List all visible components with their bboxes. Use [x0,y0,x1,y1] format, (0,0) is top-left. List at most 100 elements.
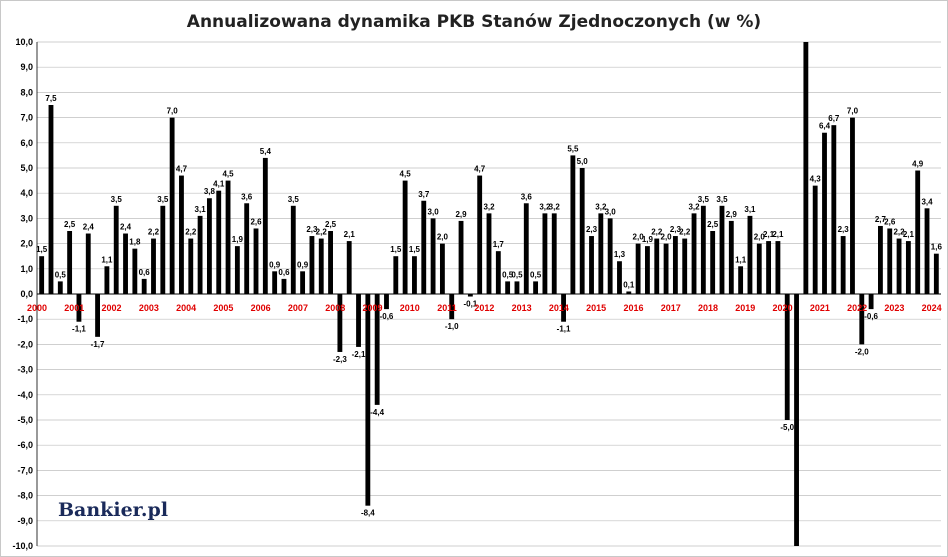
bar [719,205,725,294]
bar [57,281,63,294]
data-label: 4,7 [474,165,486,174]
data-label: 3,6 [521,192,533,201]
data-label: 1,5 [36,245,48,254]
bar [206,198,212,294]
data-label: -5,0 [780,423,794,432]
bar [924,208,930,294]
data-label: 0,5 [530,270,542,279]
data-label: 2,2 [651,228,663,237]
data-label: -0,6 [864,312,878,321]
data-label: 1,7 [493,240,505,249]
bar [328,231,333,294]
bar [794,294,799,546]
x-tick-label: 2017 [661,303,681,313]
bar [933,253,939,294]
data-label: 1,9 [642,235,654,244]
bars [39,42,939,546]
bar [67,231,73,294]
bar [747,215,753,294]
data-label: 3,5 [288,195,300,204]
data-label: 0,6 [278,268,290,277]
data-label: 7,0 [847,107,859,116]
bar [542,213,548,294]
data-label: 3,5 [111,195,123,204]
bar [374,294,380,405]
bar [495,251,501,294]
data-label: 3,1 [195,205,207,214]
bar [905,241,911,294]
bar [663,243,669,294]
bar [877,225,883,294]
bankier-logo: Bankier.pl [58,499,168,521]
data-label: 2,2 [148,228,160,237]
bar [766,241,772,294]
y-tick-label: -2,0 [17,339,33,349]
data-label: 3,2 [549,202,561,211]
x-tick-label: 2024 [922,303,942,313]
x-axis-tick-labels: 2000 2001 2002 2003 2004 2005 2006 2007 2008 2009… [27,303,942,313]
data-label: 2,1 [763,230,775,239]
data-label: 0,9 [297,260,309,269]
data-label: 0,5 [511,270,523,279]
bar [132,248,138,294]
bar [598,213,604,294]
data-label: 2,5 [707,220,719,229]
y-tick-label: -3,0 [17,365,33,375]
bar [225,180,231,294]
x-tick-label: 2018 [698,303,718,313]
data-label: 1,8 [129,238,141,247]
data-label: 0,5 [55,270,67,279]
data-label: 6,7 [828,114,840,123]
y-tick-label: 4,0 [20,188,33,198]
bar [589,236,594,294]
data-label: -4,4 [370,408,384,417]
bar [85,233,91,294]
y-tick-label: -1,0 [17,314,33,324]
bar [262,157,268,294]
bar [570,155,576,294]
data-label: 5,0 [577,157,589,166]
bar [868,294,874,310]
data-label: 2,6 [250,217,262,226]
bar [104,266,110,294]
bar [831,125,837,294]
bar [551,213,557,294]
y-tick-label: -9,0 [17,516,33,526]
data-label: 2,3 [670,225,682,234]
y-tick-label: -4,0 [17,390,33,400]
y-tick-label: 0,0 [20,289,33,299]
bar [160,205,166,294]
data-label: 3,2 [595,202,607,211]
data-label: 4,1 [213,180,225,189]
data-label: 5,4 [260,147,272,156]
x-tick-label: 2023 [884,303,904,313]
x-tick-label: 2010 [400,303,420,313]
bar [784,294,790,420]
x-tick-label: 2005 [213,303,233,313]
data-label: 1,5 [409,245,421,254]
bar [840,236,846,294]
data-label: 3,5 [698,195,710,204]
data-label: 0,1 [623,280,635,289]
data-label: 2,1 [344,230,356,239]
y-tick-label: 10,0 [15,37,33,47]
data-label: 6,4 [819,122,831,131]
bar [197,215,203,294]
bar [896,238,902,294]
x-tick-label: 2000 [27,303,47,313]
data-label: 3,2 [483,202,495,211]
data-labels: 1,5 7,5 0,5 2,5 -1,1 2,4 -1,7 1,1 3,5 2,4 1,8 0,6 2,… [36,94,942,518]
bar [887,228,893,294]
data-label: -2,0 [855,347,869,356]
data-label: -1,1 [72,325,86,334]
data-label: 3,5 [157,195,169,204]
data-label: 4,3 [810,175,822,184]
data-label: 2,1 [772,230,784,239]
x-tick-label: 2012 [474,303,494,313]
bar [700,205,706,294]
data-label: -8,4 [361,509,375,518]
x-tick-label: 2020 [773,303,793,313]
bar [756,243,762,294]
x-tick-label: 2004 [176,303,196,313]
